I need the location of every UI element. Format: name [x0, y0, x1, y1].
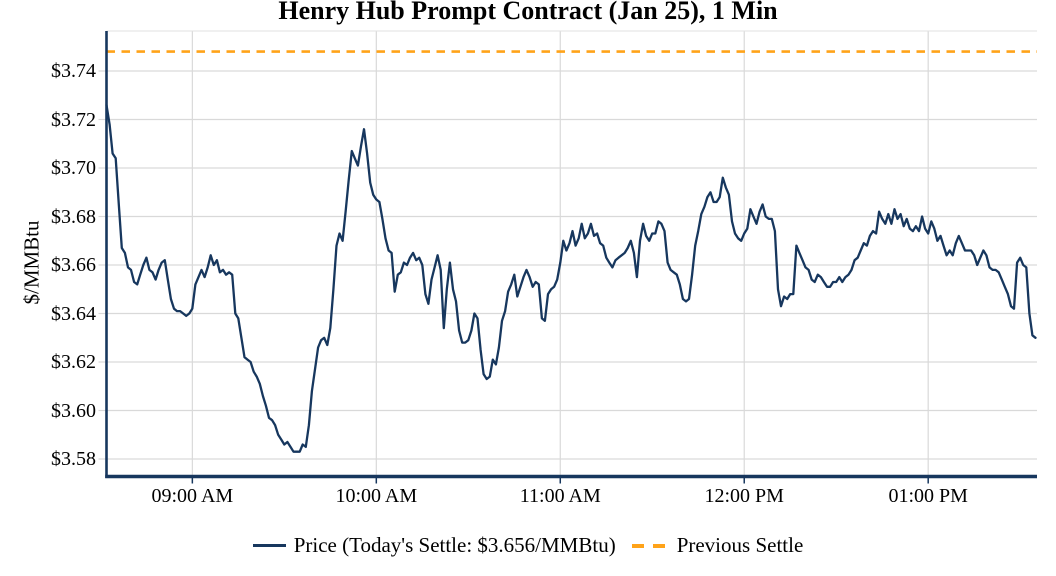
y-tick-label: $3.64 — [51, 302, 96, 325]
x-tick-label: 10:00 AM — [335, 485, 418, 507]
x-tick-label: 01:00 PM — [888, 485, 968, 507]
legend-item-previous-settle: Previous Settle — [631, 533, 804, 558]
previous-settle-dash-swatch — [631, 543, 669, 548]
legend: Price (Today's Settle: $3.656/MMBtu) Pre… — [0, 533, 1056, 558]
chart-title: Henry Hub Prompt Contract (Jan 25), 1 Mi… — [278, 0, 778, 25]
y-tick-label: $3.58 — [51, 448, 96, 470]
y-tick-label: $3.68 — [51, 205, 96, 228]
y-tick-label: $3.66 — [51, 254, 96, 276]
legend-item-price: Price (Today's Settle: $3.656/MMBtu) — [252, 533, 616, 558]
y-tick-label: $3.70 — [51, 157, 96, 179]
x-tick-label: 09:00 AM — [151, 485, 234, 507]
legend-price-label: Price (Today's Settle: $3.656/MMBtu) — [293, 533, 616, 557]
x-tick-label: 11:00 AM — [519, 485, 601, 507]
x-tick-label: 12:00 PM — [704, 485, 784, 507]
y-tick-label: $3.72 — [51, 108, 96, 131]
price-line-swatch — [252, 544, 286, 547]
price-line — [105, 103, 1037, 453]
legend-previous-settle-label: Previous Settle — [676, 533, 804, 557]
y-tick-label: $3.74 — [51, 60, 96, 82]
y-tick-label: $3.62 — [51, 351, 96, 373]
y-tick-label: $3.60 — [51, 399, 96, 422]
